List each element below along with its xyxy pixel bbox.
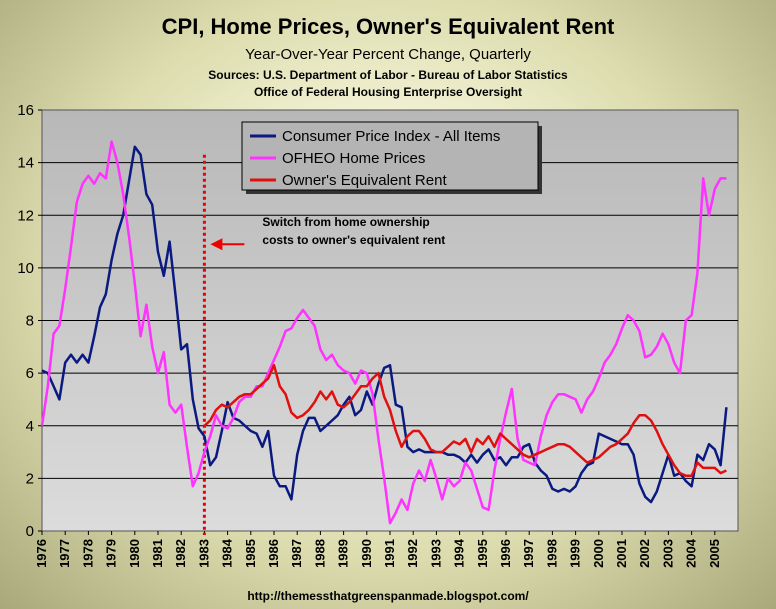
y-tick-label: 2 [26, 470, 34, 487]
legend-label: Owner's Equivalent Rent [282, 172, 447, 189]
y-tick-label: 16 [17, 102, 34, 119]
x-tick-label: 1991 [382, 539, 397, 568]
chart-subtitle: Year-Over-Year Percent Change, Quarterly [245, 46, 531, 63]
x-tick-label: 1993 [428, 539, 443, 568]
x-tick-label: 1996 [498, 539, 513, 568]
x-tick-label: 2003 [660, 539, 675, 568]
x-tick-label: 1976 [34, 539, 49, 568]
annotation-text: Switch from home ownership [262, 215, 429, 229]
x-tick-label: 1992 [405, 539, 420, 568]
x-tick-label: 1977 [57, 539, 72, 568]
legend-box [241, 121, 539, 191]
x-tick-label: 1987 [289, 539, 304, 568]
annotation-arrow-head [210, 238, 223, 251]
x-tick-label: 1995 [475, 539, 490, 568]
annotation: Switch from home ownership costs to owner… [210, 215, 445, 251]
y-tick-label: 0 [26, 523, 34, 540]
series-line-2 [203, 363, 727, 477]
x-tick-label: 1989 [336, 539, 351, 568]
x-tick-label: 1990 [359, 539, 374, 568]
x-tick-label: 2004 [684, 538, 699, 568]
x-tick-label: 1988 [312, 539, 327, 568]
x-tick-label: 2002 [637, 539, 652, 568]
x-tick-label: 1998 [544, 539, 559, 568]
y-tick-label: 14 [17, 155, 34, 172]
x-tick-label: 2005 [707, 539, 722, 568]
legend-label: OFHEO Home Prices [282, 150, 425, 167]
legend-label: Consumer Price Index - All Items [282, 128, 500, 145]
x-tick-label: 1997 [521, 539, 536, 568]
x-tick-label: 1979 [104, 539, 119, 568]
x-axis: 1976 1977 1978 1979 1980 1981 1982 1983 1984 1985… [34, 531, 722, 568]
legend: Consumer Price Index - All Items OFHEO Ho… [241, 121, 542, 194]
x-tick-label: 1994 [452, 538, 467, 568]
y-tick-label: 8 [26, 313, 34, 330]
x-tick-label: 1983 [196, 539, 211, 568]
x-tick-label: 2001 [614, 539, 629, 568]
x-tick-label: 1985 [243, 539, 258, 568]
series-line-1 [40, 140, 727, 525]
x-tick-label: 1982 [173, 539, 188, 568]
y-tick-label: 10 [17, 260, 34, 277]
chart-title: CPI, Home Prices, Owner's Equivalent Ren… [161, 14, 615, 39]
y-tick-label: 4 [26, 418, 34, 435]
x-tick-label: 1986 [266, 539, 281, 568]
x-tick-label: 1981 [150, 539, 165, 568]
y-tick-label: 12 [17, 207, 34, 224]
source-line-2: Office of Federal Housing Enterprise Ove… [253, 85, 523, 99]
source-line-1: Sources: U.S. Department of Labor - Bure… [208, 68, 568, 82]
footer-url[interactable]: http://themessthatgreenspanmade.blogspot… [247, 589, 529, 603]
y-axis: 0 2 4 6 8 10 12 14 16 [17, 102, 42, 540]
y-tick-label: 6 [26, 365, 34, 382]
annotation-text: costs to owner's equivalent rent [262, 233, 445, 247]
x-tick-label: 1999 [568, 539, 583, 568]
series-line-0 [41, 145, 728, 504]
x-tick-label: 1980 [127, 539, 142, 568]
x-tick-label: 1984 [220, 538, 235, 568]
x-tick-label: 2000 [591, 539, 606, 568]
series-lines [40, 140, 728, 525]
x-tick-label: 1978 [80, 539, 95, 568]
